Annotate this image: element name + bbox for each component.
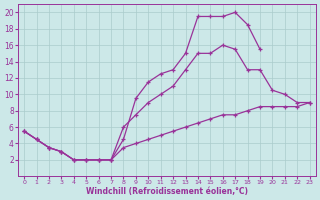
X-axis label: Windchill (Refroidissement éolien,°C): Windchill (Refroidissement éolien,°C) xyxy=(86,187,248,196)
